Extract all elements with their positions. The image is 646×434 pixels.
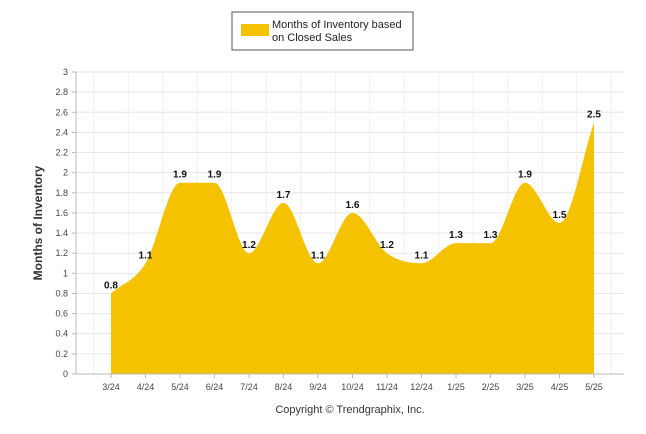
plot-area: 0 0.2 0.4 0.6 0.8 1 1.2 1.4 1.6 1.8 2 2.2 2.4 2.6 2.8 3…: [55, 67, 624, 392]
legend-swatch: [241, 24, 269, 36]
x-tick-label: 8/24: [275, 382, 293, 392]
y-tick-label: 0.6: [55, 309, 68, 319]
legend-label-line1: Months of Inventory based: [272, 19, 402, 31]
x-tick-label: 3/24: [102, 382, 120, 392]
y-tick-label: 1.2: [55, 248, 68, 258]
data-label: 1.3: [484, 230, 498, 241]
data-label: 1.2: [380, 240, 394, 251]
y-tick-label: 2.4: [55, 127, 68, 137]
y-tick-label: 0.2: [55, 349, 68, 359]
legend-label-line2: on Closed Sales: [272, 32, 353, 44]
y-tick-label: 1.8: [55, 188, 68, 198]
x-tick-label: 9/24: [309, 382, 327, 392]
y-tick-label: 1: [63, 268, 68, 278]
data-label: 1.9: [518, 170, 532, 181]
copyright-text: Copyright © Trendgraphix, Inc.: [275, 404, 424, 416]
y-tick-label: 2.2: [55, 148, 68, 158]
y-tick-label: 1.6: [55, 208, 68, 218]
data-label: 1.1: [311, 250, 325, 261]
x-tick-label: 3/25: [516, 382, 534, 392]
data-label: 2.5: [587, 109, 601, 120]
legend: Months of Inventory based on Closed Sale…: [231, 11, 414, 51]
y-tick-label: 2: [63, 168, 68, 178]
data-label: 1.9: [173, 170, 187, 181]
y-tick-label: 1.4: [55, 228, 68, 238]
y-tick-label: 2.6: [55, 107, 68, 117]
y-tick-label: 3: [63, 67, 68, 77]
x-tick-label: 5/25: [585, 382, 603, 392]
x-tick-label: 1/25: [447, 382, 465, 392]
y-tick-label: 0.4: [55, 329, 68, 339]
data-label: 1.2: [242, 240, 256, 251]
data-label: 1.3: [449, 230, 463, 241]
x-tick-label: 5/24: [171, 382, 189, 392]
x-tick-label: 4/25: [551, 382, 569, 392]
x-tick-label: 10/24: [341, 382, 364, 392]
data-label: 0.8: [104, 280, 118, 291]
data-labels: 0.8 1.1 1.9 1.9 1.2 1.7 1.1 1.6 1.2 1.1 1.3 1.3 1.9 1…: [104, 109, 601, 291]
x-tick-label: 6/24: [206, 382, 224, 392]
x-tick-labels: 3/24 4/24 5/24 6/24 7/24 8/24 9/24 10/24 11/24 12…: [102, 374, 603, 392]
x-tick-label: 11/24: [376, 382, 398, 392]
x-tick-label: 12/24: [410, 382, 433, 392]
data-label: 1.1: [415, 250, 429, 261]
y-tick-label: 0.8: [55, 288, 68, 298]
y-axis-title: Months of Inventory: [31, 165, 45, 280]
x-tick-label: 4/24: [137, 382, 155, 392]
x-tick-label: 2/25: [482, 382, 500, 392]
area-series: [111, 122, 594, 374]
x-tick-label: 7/24: [240, 382, 258, 392]
y-tick-label: 2.8: [55, 87, 68, 97]
y-tick-labels: 0 0.2 0.4 0.6 0.8 1 1.2 1.4 1.6 1.8 2 2.2 2.4 2.6 2.8 3: [55, 67, 76, 379]
data-label: 1.6: [346, 200, 360, 211]
data-label: 1.5: [553, 210, 567, 221]
data-label: 1.7: [277, 190, 291, 201]
data-label: 1.1: [139, 250, 153, 261]
data-label: 1.9: [208, 170, 222, 181]
y-tick-label: 0: [63, 369, 68, 379]
